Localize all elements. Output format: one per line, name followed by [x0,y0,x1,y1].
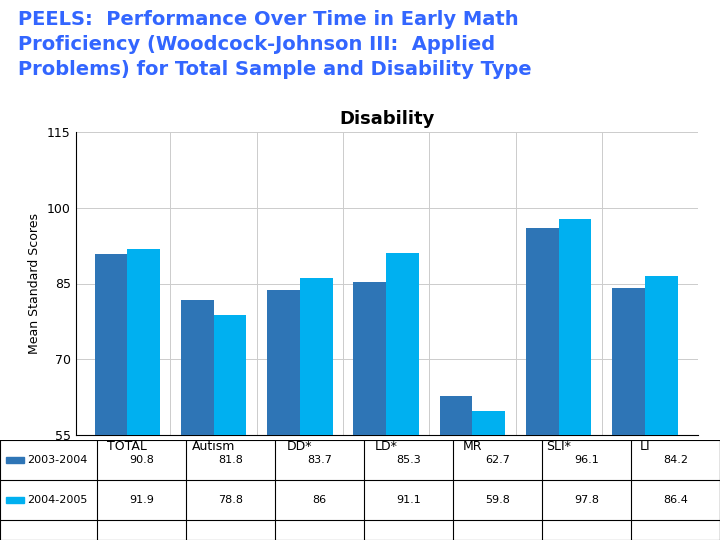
Text: 62.7: 62.7 [485,455,510,465]
Text: 78.8: 78.8 [218,495,243,505]
Bar [214,315,246,540]
Text: 91.9: 91.9 [130,495,154,505]
Text: 83.7: 83.7 [307,455,332,465]
Bar [612,287,645,540]
Text: 90.8: 90.8 [130,455,154,465]
Text: 2003-2004: 2003-2004 [27,455,88,465]
Bar [6,497,24,503]
Bar [127,249,160,540]
Title: Disability: Disability [339,110,435,128]
Text: 86: 86 [312,495,327,505]
Bar [94,254,127,540]
Text: 85.3: 85.3 [396,455,421,465]
Y-axis label: Mean Standard Scores: Mean Standard Scores [28,213,41,354]
Text: 81.8: 81.8 [218,455,243,465]
Text: 91.1: 91.1 [396,495,421,505]
Bar [354,282,386,540]
Text: 2004-2005: 2004-2005 [27,495,88,505]
Text: 84.2: 84.2 [663,455,688,465]
Bar [386,253,419,540]
Bar [526,227,559,540]
Text: 96.1: 96.1 [574,455,599,465]
Text: PEELS:  Performance Over Time in Early Math
Proficiency (Woodcock-Johnson III:  : PEELS: Performance Over Time in Early Ma… [18,10,531,79]
Bar [559,219,591,540]
Bar [267,290,300,540]
Bar [300,279,333,540]
Bar [6,457,24,463]
Bar [645,276,678,540]
Bar [181,300,214,540]
Text: 86.4: 86.4 [663,495,688,505]
Text: 97.8: 97.8 [574,495,599,505]
Bar [472,410,505,540]
Text: 59.8: 59.8 [485,495,510,505]
Bar [440,396,472,540]
